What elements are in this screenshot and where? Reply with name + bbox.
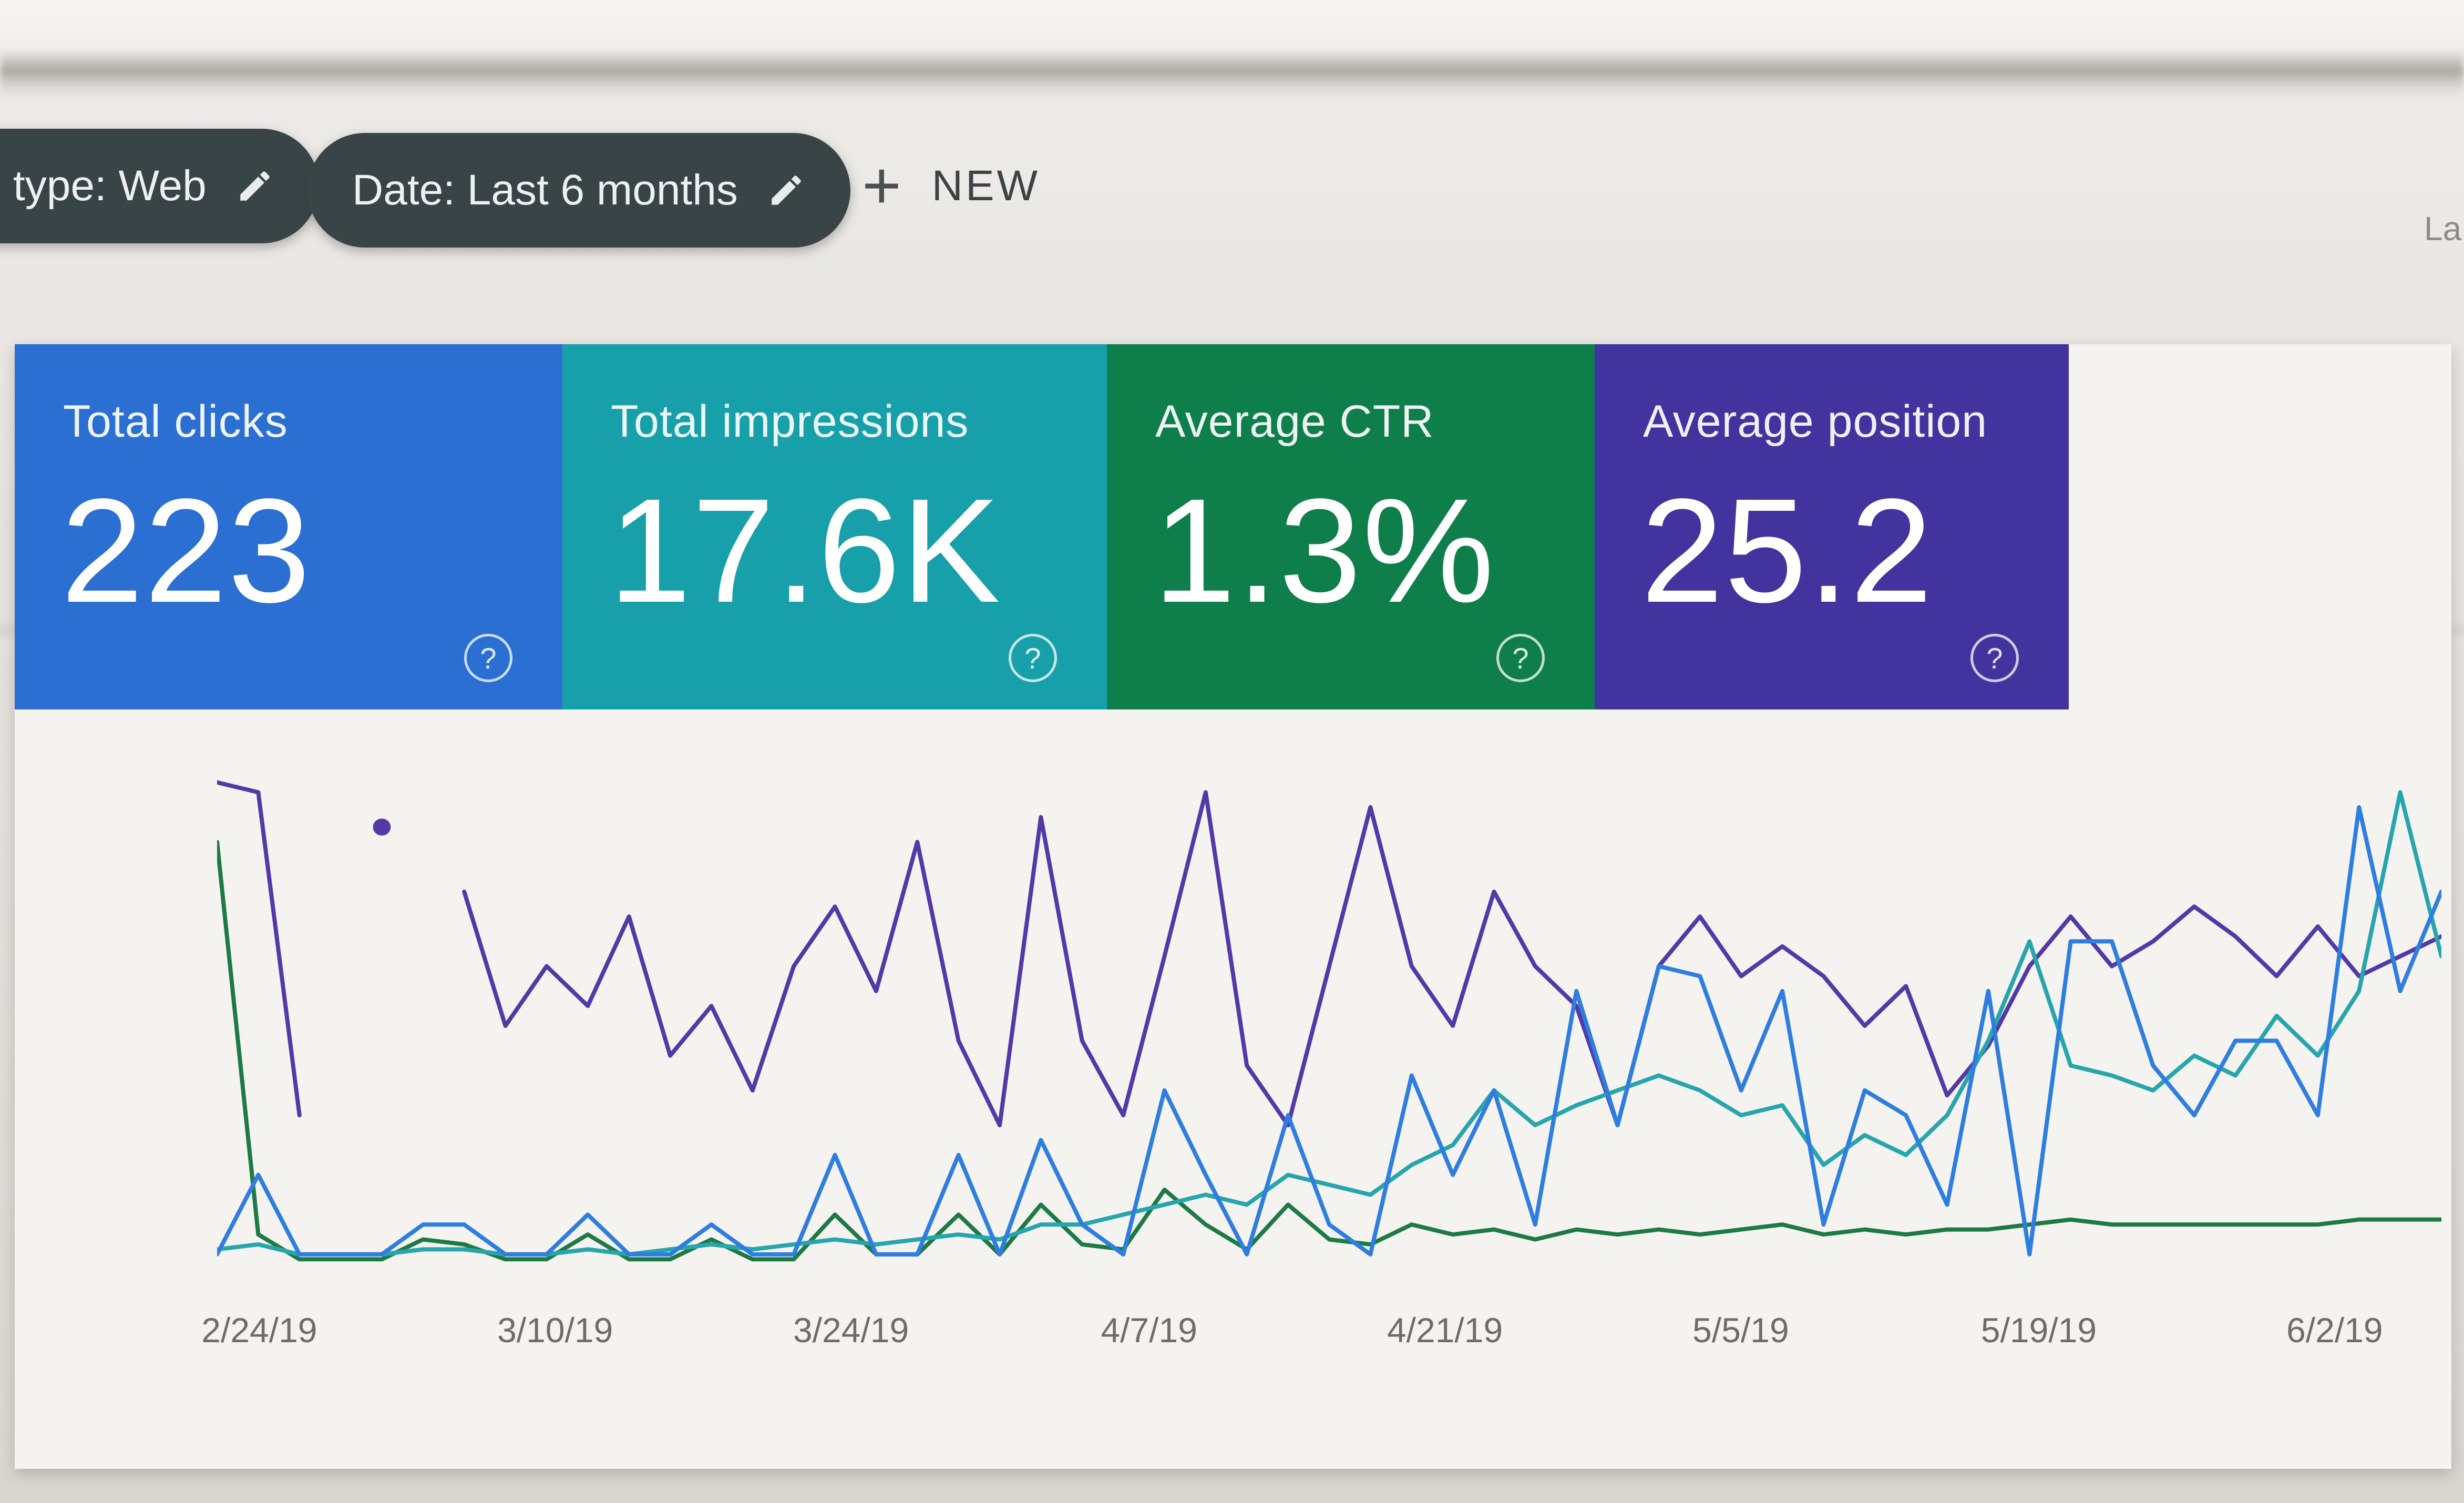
help-icon[interactable]: ? [1970,634,2019,682]
metric-cards-row: Total clicks 223 ? Total impressions 17.… [15,344,2451,709]
x-tick-label: 5/19/19 [1980,1311,2097,1350]
top-right-partial-text: La [2424,210,2462,248]
help-icon[interactable]: ? [1496,634,1545,682]
x-tick-label: 5/5/19 [1692,1311,1789,1350]
chart-line-total-impressions [217,792,2441,1254]
edit-pencil-icon[interactable] [767,171,806,210]
x-tick-label: 3/10/19 [497,1311,613,1350]
card-label: Average position [1643,396,1988,447]
metric-card-average-position[interactable]: Average position 25.2 ? [1595,344,2069,709]
help-icon[interactable]: ? [464,634,512,682]
chart-line-total-clicks [217,807,2441,1254]
x-tick-label: 3/24/19 [793,1311,909,1350]
x-tick-label: 6/2/19 [2286,1311,2383,1350]
card-label: Average CTR [1155,396,1434,447]
x-axis-labels: 2/24/19 3/10/19 3/24/19 4/7/19 4/21/19 5/5/19… [201,1310,2441,1378]
date-filter-chip[interactable]: Date: Last 6 months [307,133,850,248]
help-icon[interactable]: ? [1009,634,1057,682]
plus-icon: + [862,148,901,223]
card-value: 1.3% [1153,468,1495,633]
new-button-label: NEW [931,162,1041,210]
search-type-filter-chip[interactable]: type: Web [0,129,319,243]
chart-line-average-position [217,783,300,1115]
edit-pencil-icon[interactable] [235,167,274,205]
chart-line-average-ctr [217,842,2441,1259]
filter-bar: type: Web Date: Last 6 months + NEW [0,123,2464,250]
chart-data-point [373,818,391,836]
card-value: 17.6K [609,468,1001,633]
card-label: Total impressions [611,396,969,447]
performance-panel: Total clicks 223 ? Total impressions 17.… [15,344,2451,1469]
chart-line-average-position [464,792,2441,1125]
x-tick-label: 4/7/19 [1101,1311,1197,1350]
metric-card-average-ctr[interactable]: Average CTR 1.3% ? [1107,344,1595,709]
performance-chart-svg [217,746,2441,1277]
x-tick-label: 4/21/19 [1387,1311,1503,1350]
x-tick-label: 2/24/19 [201,1311,317,1350]
search-type-chip-label: type: Web [13,162,207,210]
card-value: 223 [61,468,312,633]
performance-chart[interactable] [217,746,2441,1277]
card-label: Total clicks [63,396,288,447]
new-filter-button[interactable]: + NEW [862,152,1040,220]
date-chip-label: Date: Last 6 months [352,166,738,214]
card-value: 25.2 [1641,468,1934,633]
monitor-top-edge-line [0,48,2464,99]
metric-card-total-clicks[interactable]: Total clicks 223 ? [15,344,562,709]
metric-card-total-impressions[interactable]: Total impressions 17.6K ? [562,344,1107,709]
